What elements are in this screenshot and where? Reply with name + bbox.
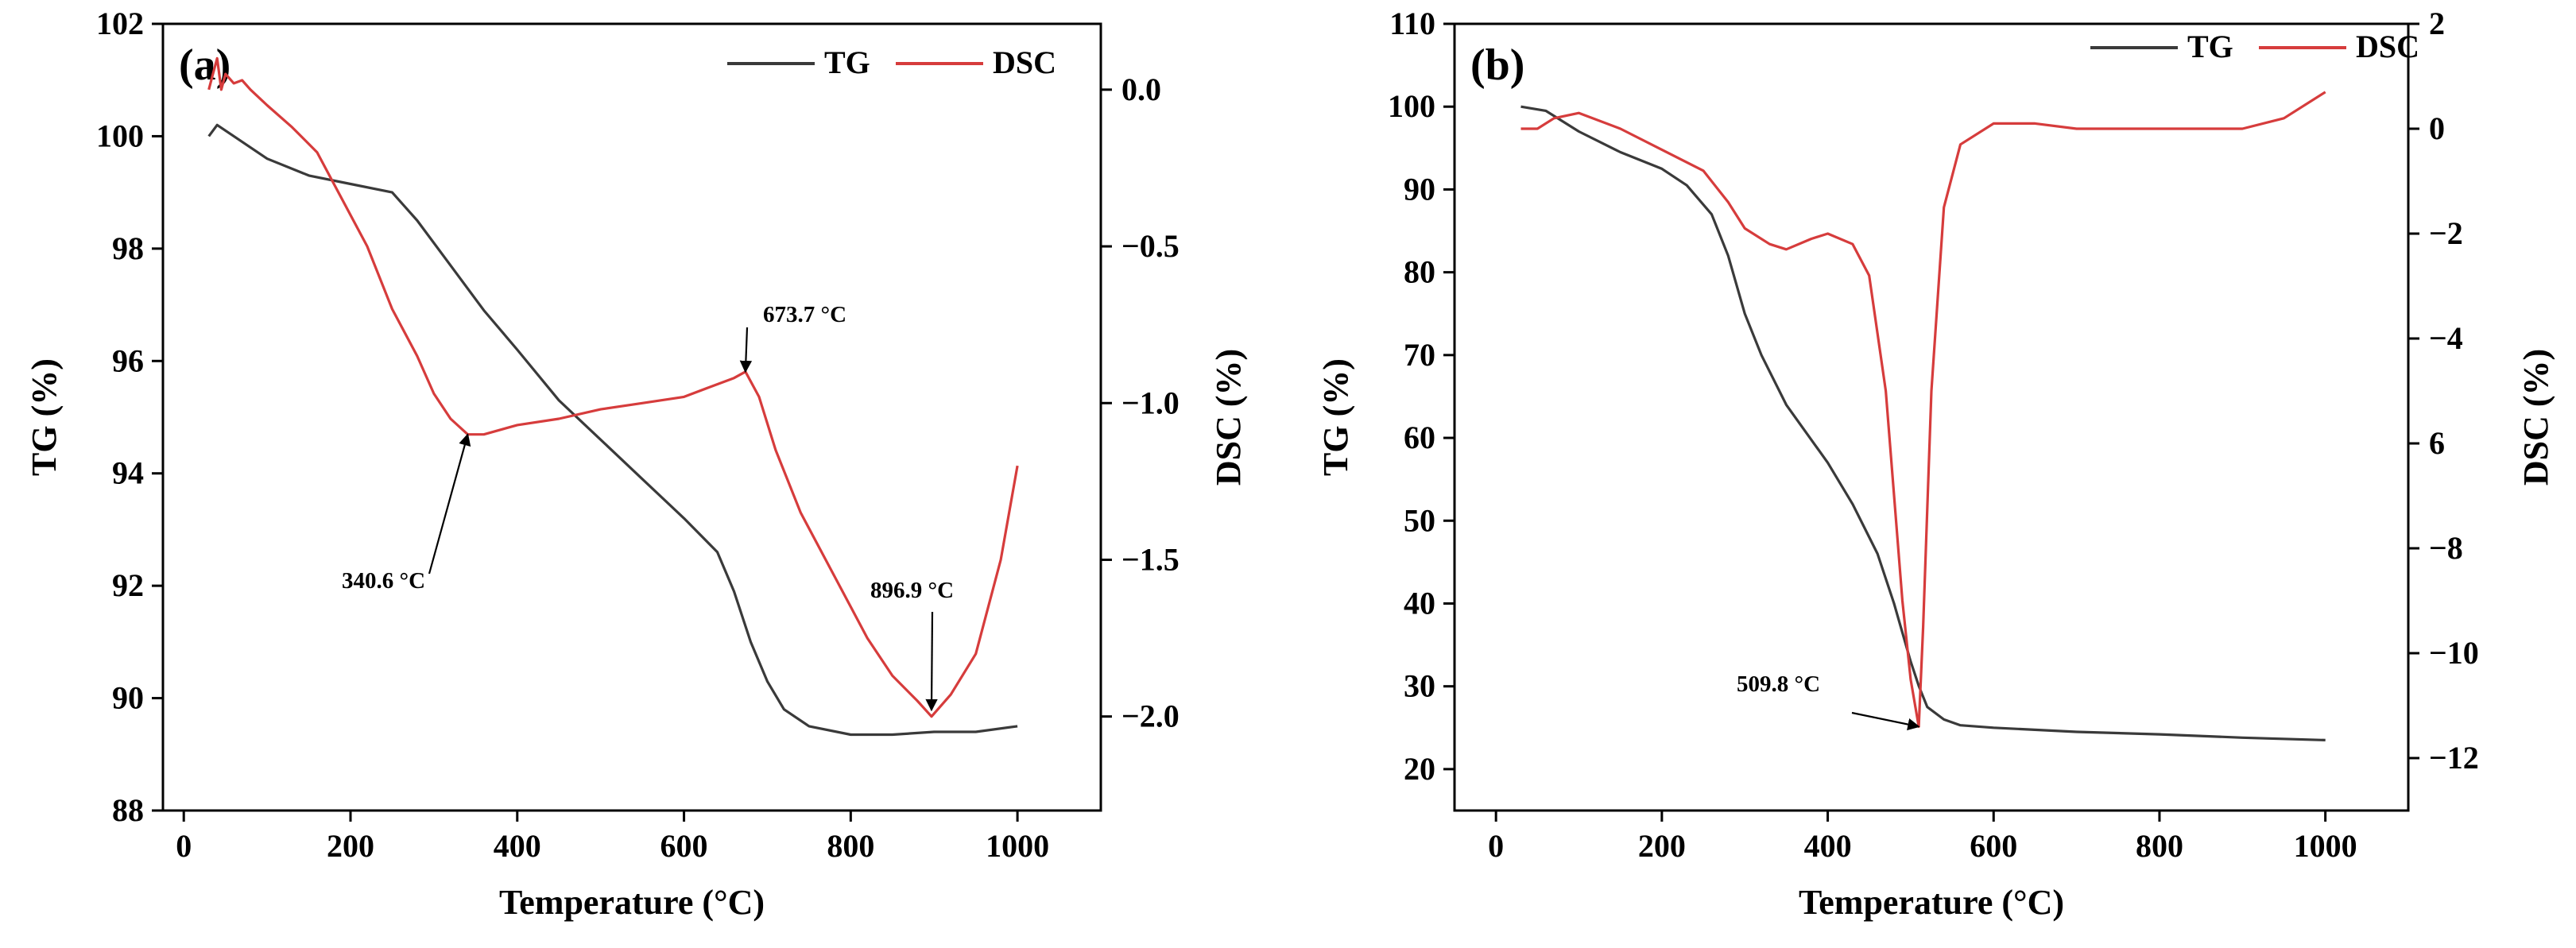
y-tick-label: 98 <box>112 230 144 266</box>
y-tick-label: 94 <box>112 455 144 491</box>
plot-frame <box>161 22 1102 812</box>
x-tick-label: 800 <box>827 828 874 864</box>
x-tick-label: 600 <box>1970 828 2017 864</box>
annotation-arrow <box>739 327 753 373</box>
x-tick-label: 0 <box>176 828 192 864</box>
y2-tick-label: −1.0 <box>1121 385 1180 420</box>
y-tick-label: 50 <box>1404 502 1435 538</box>
x-tick-label: 600 <box>660 828 708 864</box>
y2-tick-label: −0.5 <box>1121 228 1180 264</box>
y2-tick-label: 0 <box>2429 110 2445 146</box>
y-tick-label: 88 <box>112 792 144 828</box>
y-tick-label: 20 <box>1404 751 1435 787</box>
y-tick-label: 102 <box>96 6 144 41</box>
y2-tick-label: 0.0 <box>1121 72 1161 107</box>
y-axis-title: TG (%) <box>25 358 64 476</box>
y-tick-label: 90 <box>112 680 144 716</box>
y-tick-label: 40 <box>1404 585 1435 621</box>
y2-tick-label: −12 <box>2429 740 2479 776</box>
y2-tick-label: 2 <box>2429 6 2445 41</box>
y2-tick-label: −10 <box>2429 635 2479 671</box>
x-tick-label: 200 <box>327 828 374 864</box>
panel-label: (b) <box>1470 41 1524 90</box>
annotation-label: 673.7 °C <box>763 302 846 327</box>
x-tick-label: 800 <box>2136 828 2183 864</box>
x-tick-label: 1000 <box>986 828 1049 864</box>
y2-tick-label: 6 <box>2429 425 2445 461</box>
y2-axis-title: DSC (%) <box>2516 349 2555 486</box>
panel-label: (a) <box>179 41 230 90</box>
x-tick-label: 400 <box>494 828 541 864</box>
series-line-dsc <box>207 56 1019 718</box>
x-axis-title: Temperature (°C) <box>499 883 765 922</box>
annotation-label: 340.6 °C <box>342 568 425 594</box>
x-tick-label: 400 <box>1804 828 1852 864</box>
y-axis-title: TG (%) <box>1316 358 1355 476</box>
y-tick-label: 96 <box>112 342 144 378</box>
y2-tick-label: −2.0 <box>1121 698 1180 734</box>
series-line-dsc <box>1520 91 2326 729</box>
y-tick-label: 90 <box>1404 171 1435 207</box>
legend: TG DSC <box>727 44 1056 80</box>
legend-label-tg: TG <box>2187 29 2233 64</box>
y2-tick-label: −2 <box>2429 215 2463 251</box>
y2-tick-label: −4 <box>2429 320 2463 356</box>
y-tick-label: 30 <box>1404 668 1435 704</box>
series-line-tg <box>207 123 1018 737</box>
annotation-arrow <box>428 433 471 575</box>
legend-label-tg: TG <box>824 44 870 80</box>
legend-label-dsc: DSC <box>993 44 1056 80</box>
annotation-arrow <box>1851 711 1920 731</box>
y-tick-label: 100 <box>1388 88 1435 124</box>
y2-tick-label: −8 <box>2429 530 2463 566</box>
x-axis-title: Temperature (°C) <box>1799 883 2064 922</box>
series-line-tg <box>1520 105 2326 741</box>
y-tick-label: 110 <box>1389 6 1435 41</box>
y2-tick-label: −1.5 <box>1121 541 1180 577</box>
panel-a: 0 200 400 600 800 1000 88 90 92 94 96 98 100 102 0.0 −0… <box>25 6 1248 922</box>
y-tick-label: 60 <box>1404 420 1435 455</box>
annotation-label: 509.8 °C <box>1737 671 1820 697</box>
y2-axis-title: DSC (%) <box>1209 349 1248 486</box>
legend: TG DSC <box>2090 29 2419 64</box>
plot-frame <box>1453 22 2410 812</box>
x-tick-label: 200 <box>1638 828 1686 864</box>
annotation-label: 896.9 °C <box>870 578 954 603</box>
x-tick-label: 1000 <box>2294 828 2357 864</box>
legend-label-dsc: DSC <box>2356 29 2419 64</box>
x-tick-label: 0 <box>1488 828 1504 864</box>
y-tick-label: 92 <box>112 567 144 603</box>
y-tick-label: 70 <box>1404 337 1435 373</box>
y-tick-label: 80 <box>1404 254 1435 290</box>
y-tick-label: 100 <box>96 118 144 153</box>
